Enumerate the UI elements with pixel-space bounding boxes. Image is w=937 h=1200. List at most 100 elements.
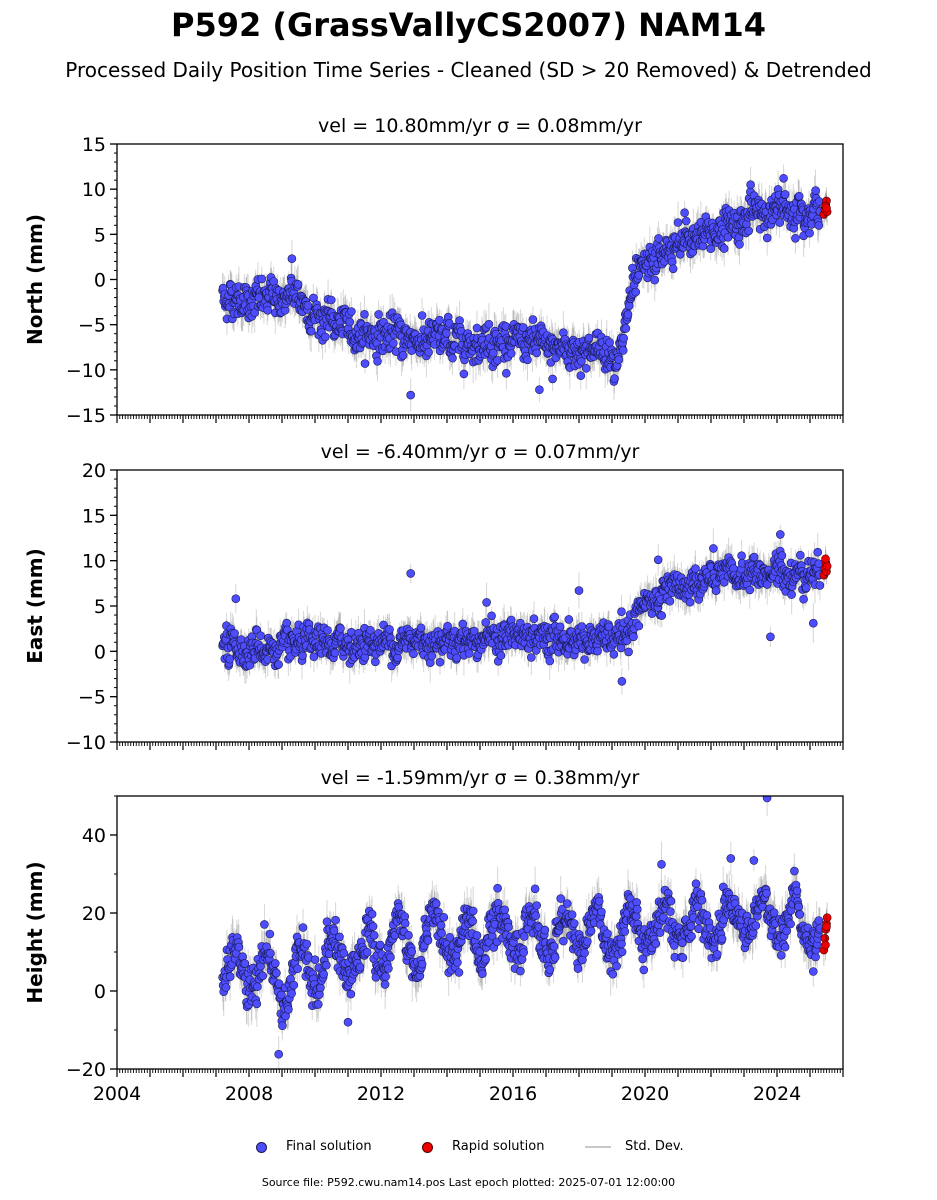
panel-sigma-north: σ = 0.08mm/yr <box>497 115 642 137</box>
final-point <box>435 657 445 667</box>
final-point <box>416 623 426 633</box>
panel-sigma-east: σ = 0.07mm/yr <box>495 441 640 463</box>
y-tick-label: −10 <box>66 732 106 754</box>
final-point <box>472 323 482 333</box>
final-point <box>298 651 307 660</box>
final-point <box>685 597 695 607</box>
final-point <box>488 348 498 358</box>
panel-title-east: vel = -6.40mm/yr σ = 0.07mm/yr <box>321 441 640 463</box>
final-point <box>624 301 634 311</box>
final-point <box>801 583 811 593</box>
final-point <box>593 646 602 656</box>
rapid-points-east <box>819 546 832 588</box>
final-point <box>735 240 744 249</box>
y-tick-label: 10 <box>82 551 106 573</box>
final-point <box>506 349 516 358</box>
final-point <box>293 279 303 289</box>
final-point <box>257 274 267 284</box>
final-point <box>623 310 633 319</box>
final-point <box>452 653 462 663</box>
rapid-point <box>822 561 832 571</box>
final-point <box>634 621 644 631</box>
final-point <box>336 624 345 633</box>
final-point <box>526 653 536 662</box>
final-point <box>360 359 370 368</box>
charts-area: vel = 10.80mm/yr σ = 0.08mm/yr North (mm)… <box>23 115 844 1105</box>
final-point <box>496 651 506 660</box>
final-point <box>744 226 754 236</box>
final-point <box>805 228 814 238</box>
final-point <box>617 607 626 617</box>
final-point <box>794 191 804 201</box>
final-point <box>417 311 427 320</box>
final-point <box>501 321 511 331</box>
y-tick-label: −5 <box>78 687 106 709</box>
final-point <box>360 309 369 319</box>
final-point <box>501 368 511 378</box>
final-point <box>393 653 402 663</box>
final-point <box>309 652 319 662</box>
y-tick-label: −15 <box>66 405 106 427</box>
final-point <box>481 618 491 627</box>
y-tick-label: 15 <box>82 134 106 156</box>
rapid-point <box>822 203 831 213</box>
final-point <box>610 374 619 383</box>
final-point <box>444 318 454 328</box>
final-point <box>631 287 641 297</box>
final-point <box>779 174 788 183</box>
panel-title-north: vel = 10.80mm/yr σ = 0.08mm/yr <box>318 115 642 137</box>
final-point <box>320 332 330 342</box>
panel-north: vel = 10.80mm/yr σ = 0.08mm/yr North (mm)… <box>23 115 844 427</box>
final-point <box>665 596 675 606</box>
final-point <box>799 594 808 604</box>
final-point <box>443 621 452 631</box>
axes-frame-east <box>116 469 844 743</box>
final-point <box>458 619 468 629</box>
final-point <box>535 385 544 395</box>
chart-title: P592 (GrassVallyCS2007) NAM14 <box>170 6 767 44</box>
final-points-north <box>218 174 825 400</box>
final-point <box>614 355 624 365</box>
final-point <box>254 293 264 302</box>
final-point <box>605 338 614 347</box>
final-point <box>650 275 660 285</box>
final-point <box>711 586 721 596</box>
final-point <box>609 649 619 659</box>
ylabel-north: North (mm) <box>23 214 47 345</box>
final-point <box>813 547 823 557</box>
final-point <box>482 598 491 607</box>
final-point <box>306 326 316 336</box>
final-point <box>274 660 283 669</box>
final-point <box>584 333 594 343</box>
panel-vel-north: vel = 10.80mm/yr <box>318 115 497 137</box>
final-points-east <box>218 530 825 686</box>
final-point <box>787 590 796 599</box>
y-tick-label: 5 <box>94 224 106 246</box>
final-point <box>709 544 718 553</box>
final-point <box>366 625 375 635</box>
final-point <box>518 323 528 332</box>
final-point <box>617 676 627 686</box>
final-point <box>323 625 332 635</box>
final-point <box>442 328 451 338</box>
final-point <box>814 221 824 230</box>
final-point <box>545 656 555 666</box>
plot-area-east <box>218 524 832 695</box>
final-point <box>464 649 474 658</box>
final-point <box>523 355 532 365</box>
y-tick-label: −5 <box>78 315 106 337</box>
final-point <box>580 655 589 664</box>
final-point <box>345 317 355 327</box>
ylabel-east: East (mm) <box>23 548 47 664</box>
final-point <box>780 190 790 199</box>
final-point <box>619 333 629 343</box>
final-point <box>808 618 818 628</box>
final-point <box>680 208 689 217</box>
final-point <box>263 305 273 315</box>
final-point <box>287 254 297 264</box>
y-tick-label: 5 <box>94 596 106 618</box>
final-point <box>706 244 716 253</box>
rapid-point <box>821 554 830 564</box>
final-point <box>256 631 265 641</box>
final-point <box>406 390 416 400</box>
